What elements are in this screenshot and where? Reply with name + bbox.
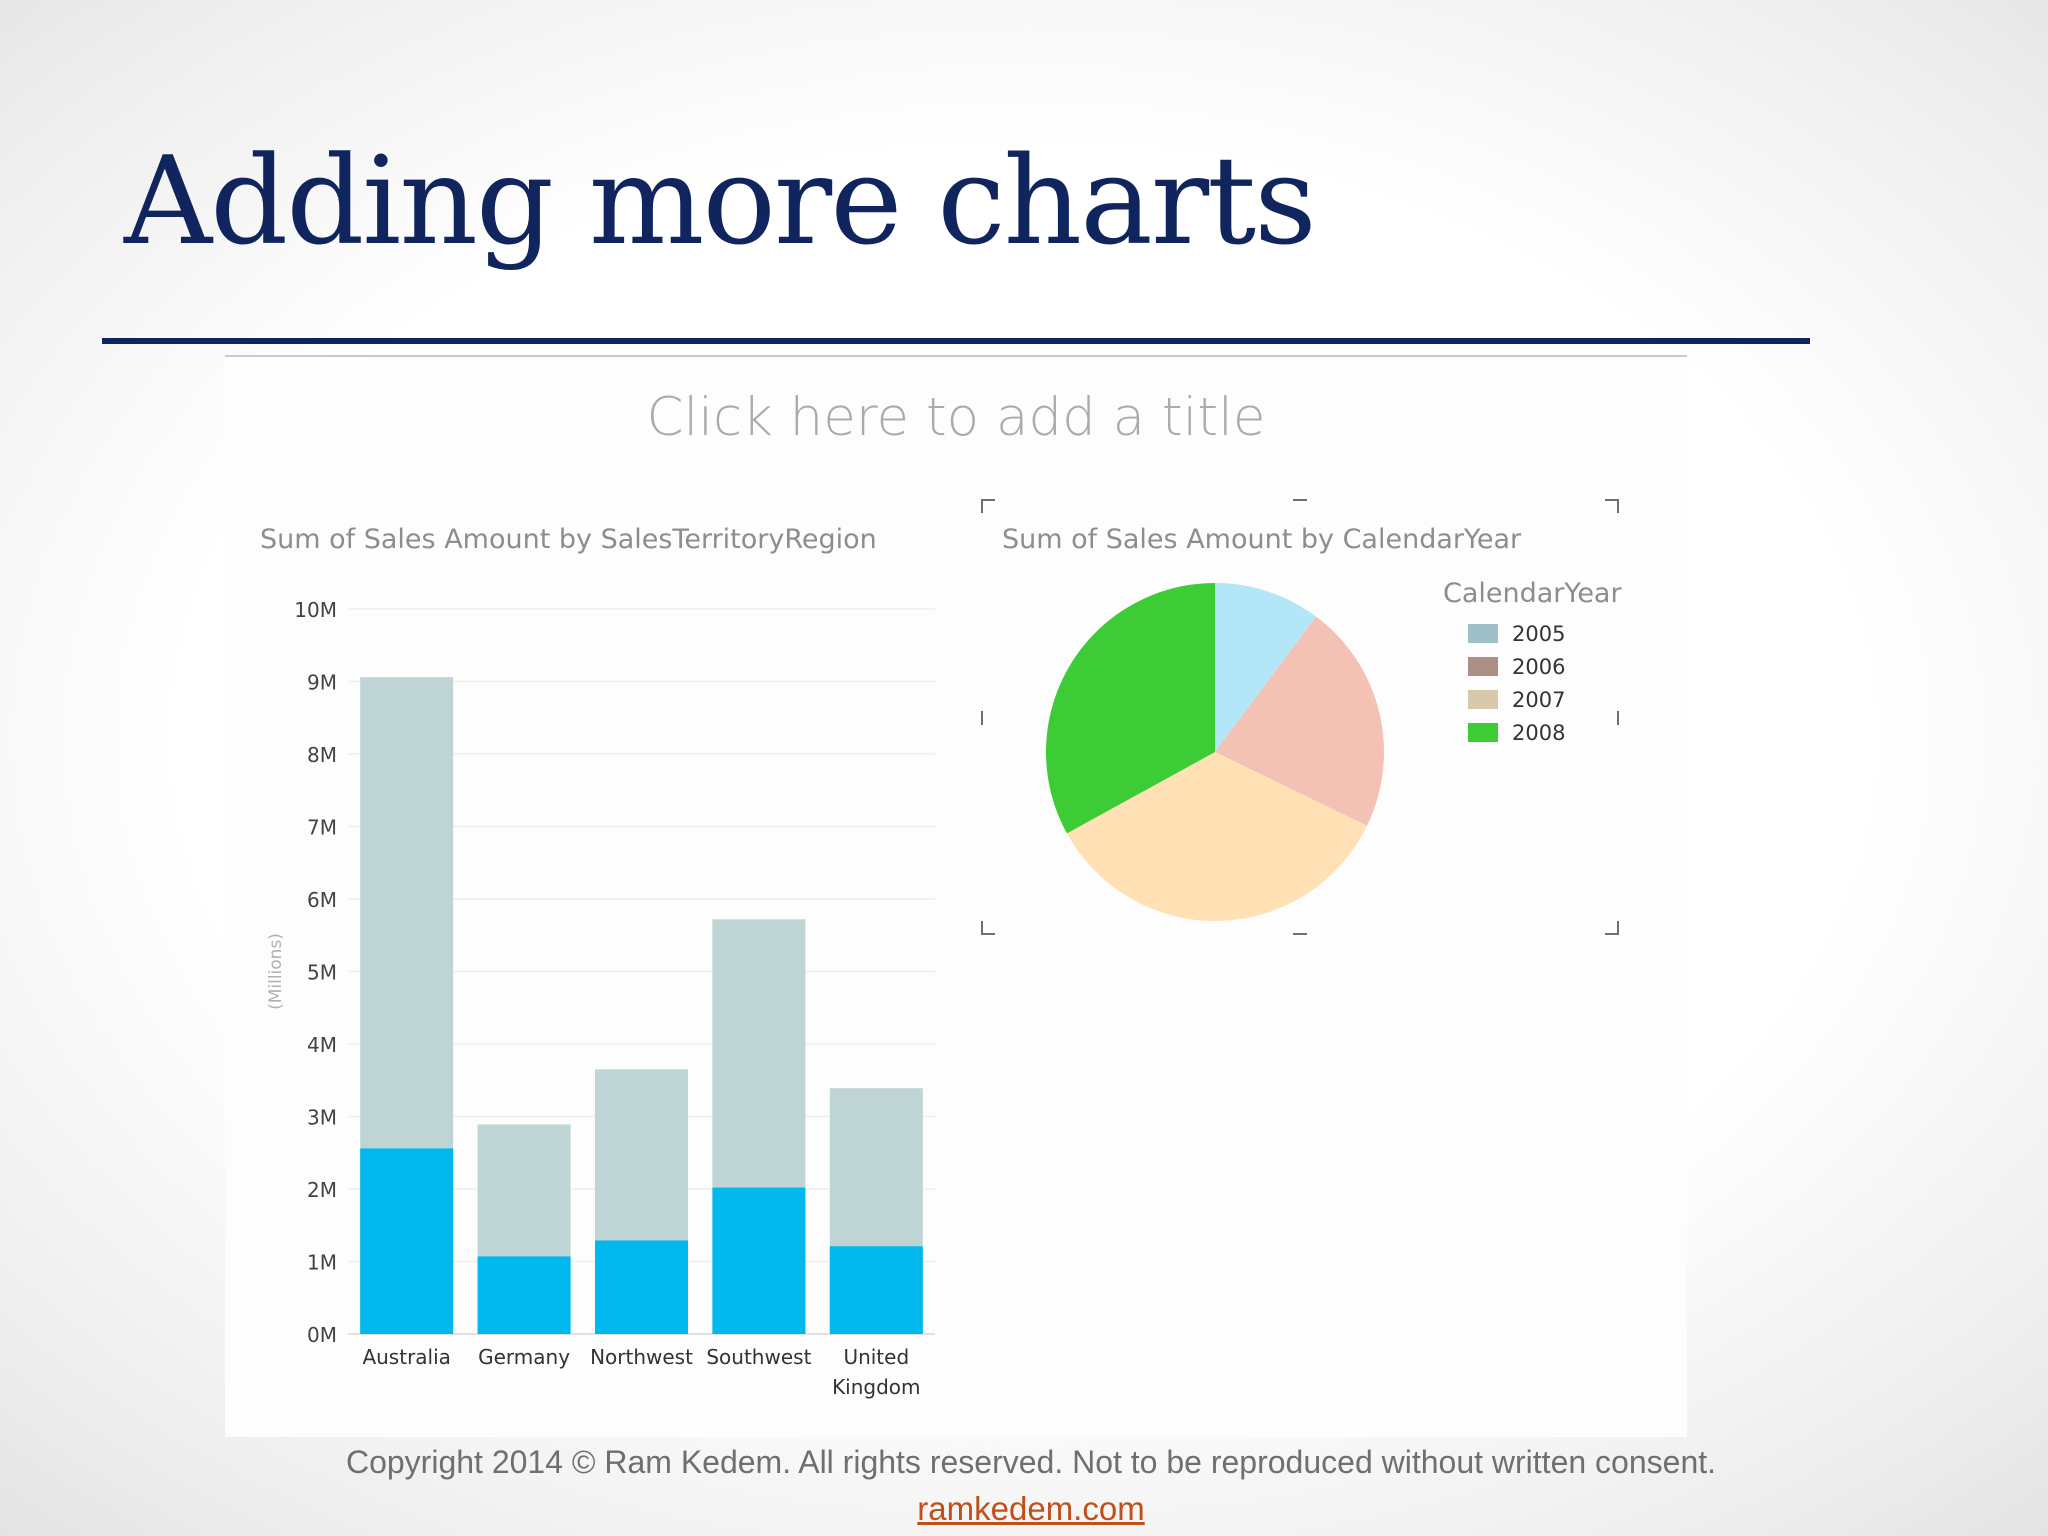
report-canvas: Click here to add a title <box>225 355 1687 1437</box>
pie-slice-2008 <box>1046 583 1215 834</box>
x-tick-label: Southwest <box>706 1345 811 1369</box>
bar-chart-title: Sum of Sales Amount by SalesTerritoryReg… <box>260 524 877 555</box>
legend-label-2006: 2006 <box>1512 654 1566 679</box>
pie-chart[interactable] <box>1040 580 1400 930</box>
bar-highlight-southwest <box>712 1187 806 1334</box>
slide-title: Adding more charts <box>124 130 1317 272</box>
y-tick-label: 3M <box>307 1106 337 1130</box>
y-tick-label: 10M <box>294 598 337 622</box>
y-tick-label: 7M <box>307 816 337 840</box>
pie-chart-title: Sum of Sales Amount by CalendarYear <box>1002 524 1522 555</box>
pie-slice-2005 <box>1215 583 1317 752</box>
legend-swatch-2007 <box>1468 690 1498 709</box>
title-underline <box>102 338 1810 344</box>
y-tick-label: 5M <box>307 961 337 985</box>
bar-highlight-australia <box>360 1148 454 1334</box>
bar-highlight-germany <box>477 1256 571 1334</box>
x-tick-label: Kingdom <box>832 1375 920 1399</box>
x-tick-label: Northwest <box>590 1345 693 1369</box>
y-tick-label: 9M <box>307 671 337 695</box>
y-tick-label: 1M <box>307 1251 337 1275</box>
copyright-notice: Copyright 2014 © Ram Kedem. All rights r… <box>345 1444 1717 1480</box>
website-link[interactable]: ramkedem.com <box>917 1490 1145 1527</box>
pie-chart-selection-frame[interactable] <box>981 499 1619 935</box>
legend-item-2005[interactable]: 2005 <box>1443 617 1622 650</box>
x-tick-label: Australia <box>362 1345 450 1369</box>
y-tick-label: 8M <box>307 743 337 767</box>
pie-legend: CalendarYear 2005 2006 2007 2008 <box>1443 578 1622 749</box>
y-tick-label: 6M <box>307 888 337 912</box>
legend-item-2006[interactable]: 2006 <box>1443 650 1622 683</box>
bar-highlight-united-kingdom <box>829 1246 923 1334</box>
legend-label-2008: 2008 <box>1512 720 1566 745</box>
legend-label-2005: 2005 <box>1512 621 1566 646</box>
legend-swatch-2005 <box>1468 624 1498 643</box>
y-tick-label: 2M <box>307 1178 337 1202</box>
pie-slice-2006 <box>1215 616 1384 826</box>
bar-chart[interactable]: 0M 1M 2M 3M 4M 5M 6M 7M 8M 9M 10M (Millions) Austral… <box>255 580 955 1410</box>
y-tick-label: 0M <box>307 1323 337 1347</box>
x-tick-label: United <box>843 1345 909 1369</box>
add-title-placeholder[interactable]: Click here to add a title <box>646 387 1266 448</box>
legend-title: CalendarYear <box>1443 578 1622 609</box>
bar-highlight-northwest <box>595 1240 688 1334</box>
legend-item-2008[interactable]: 2008 <box>1443 716 1622 749</box>
y-axis-label: (Millions) <box>266 933 286 1010</box>
y-tick-label: 4M <box>307 1033 337 1057</box>
pie-slice-2007 <box>1066 752 1367 921</box>
legend-item-2007[interactable]: 2007 <box>1443 683 1622 716</box>
legend-label-2007: 2007 <box>1512 687 1566 712</box>
legend-swatch-2008 <box>1468 723 1498 742</box>
legend-swatch-2006 <box>1468 657 1498 676</box>
x-tick-label: Germany <box>478 1345 570 1369</box>
